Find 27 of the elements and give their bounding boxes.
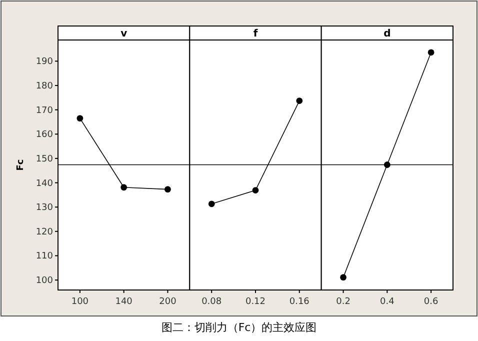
chart-title: v <box>120 28 128 40</box>
y-tick-label: 130 <box>36 203 54 214</box>
point <box>164 186 171 193</box>
y-tick-label: 180 <box>36 81 54 92</box>
x-tick-label: 0.6 <box>424 297 438 307</box>
y-tick-label: 100 <box>36 276 54 286</box>
point <box>120 184 128 191</box>
text: 图二：切削力（Fc）的主效应图 <box>161 321 317 334</box>
x-tick-label: 100 <box>71 297 89 307</box>
point <box>76 115 84 122</box>
x-tick-label: 140 <box>115 297 133 307</box>
x-tick-label: 0.12 <box>245 297 266 307</box>
x-tick-label: 0.4 <box>380 297 395 307</box>
x-tick-label: 0.16 <box>289 297 310 307</box>
y-tick-label: 190 <box>36 57 54 68</box>
y-tick-label: 170 <box>36 106 54 116</box>
y-tick-label: 110 <box>36 252 54 262</box>
x-tick-label: 0.2 <box>336 297 350 307</box>
y-tick-label: 120 <box>36 227 54 238</box>
y-tick-label: 150 <box>36 154 54 164</box>
chart-title: d <box>384 28 391 40</box>
x-tick-label: 0.08 <box>202 297 222 307</box>
y-tick-label: 160 <box>36 130 54 140</box>
y-axis-title: Fc <box>16 159 26 171</box>
y-tick-label: 140 <box>36 178 54 189</box>
chart-title: f <box>253 28 258 40</box>
x-tick-label: 200 <box>159 297 177 307</box>
